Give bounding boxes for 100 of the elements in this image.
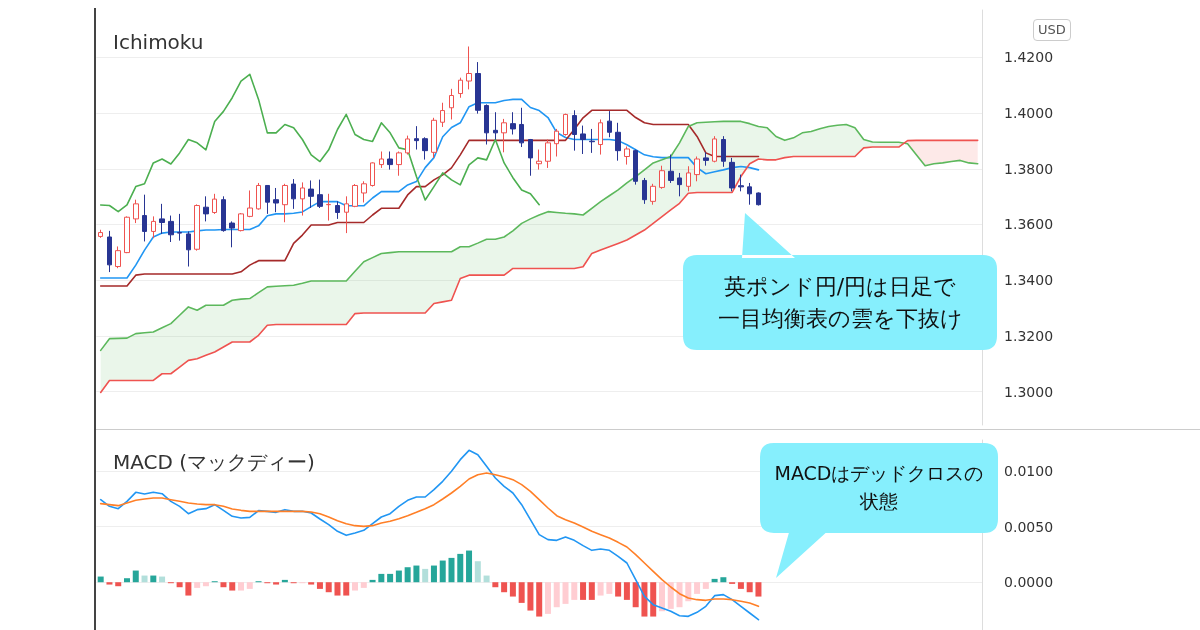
candlestick [273, 187, 279, 213]
bar [115, 582, 122, 587]
bar [378, 573, 385, 583]
candlestick [580, 125, 586, 155]
bar [694, 582, 701, 594]
candlestick [677, 172, 682, 197]
y-tick-label: 1.3800 [1004, 160, 1054, 177]
bar [176, 582, 183, 588]
bar [509, 582, 516, 597]
bar [316, 582, 323, 589]
candlestick [440, 102, 445, 128]
candlestick [414, 125, 419, 151]
y-tick-label: 1.3200 [1004, 327, 1054, 344]
candlestick [615, 122, 621, 162]
candlestick [379, 150, 384, 169]
bar [720, 577, 727, 583]
candlestick [756, 191, 761, 207]
candlestick [326, 193, 331, 222]
candlestick [405, 135, 410, 156]
bar [202, 582, 209, 587]
candlestick [265, 184, 270, 215]
bar [352, 582, 359, 591]
candlestick [572, 109, 577, 152]
y-tick-label: 1.3000 [1004, 383, 1054, 400]
y-tick-label: 1.4200 [1004, 49, 1054, 66]
bar [737, 582, 744, 589]
bar [448, 557, 455, 583]
bar [658, 582, 665, 612]
candlestick [642, 177, 647, 205]
bar [632, 582, 639, 608]
candlestick [308, 179, 314, 209]
bar [395, 570, 402, 583]
bar [746, 582, 753, 593]
bar [615, 582, 622, 597]
candlestick [282, 183, 288, 223]
bar [466, 550, 473, 583]
candlestick [607, 110, 612, 138]
candlestick [694, 156, 700, 182]
candlestick [133, 199, 139, 224]
speech-bubble: 英ポンド円/円は日足で一目均衡表の雲を下抜け [683, 213, 997, 350]
candlestick [703, 151, 709, 167]
candlestick [361, 180, 367, 203]
bar [483, 575, 490, 583]
y-tick-label: 1.3400 [1004, 272, 1054, 289]
candlestick [177, 213, 182, 242]
candlestick [729, 157, 735, 192]
candlestick [151, 215, 156, 239]
bar [430, 565, 437, 583]
candlestick [256, 182, 261, 211]
candlestick [738, 174, 744, 192]
bar [536, 582, 543, 617]
candlestick [238, 212, 244, 232]
candlestick [668, 154, 674, 184]
candlestick [650, 183, 656, 206]
bar [685, 582, 692, 602]
y-tick-label: 0.0100 [1004, 463, 1054, 480]
candlestick [344, 195, 349, 234]
candlestick [686, 165, 691, 192]
bar [439, 560, 446, 583]
bar [474, 561, 481, 583]
text: Ichimoku [113, 30, 204, 54]
line-series [99, 472, 760, 608]
candlestick [633, 149, 638, 186]
bar [325, 582, 332, 593]
candlestick [528, 138, 533, 177]
bar [597, 582, 604, 596]
y-tick-label: 1.4000 [1004, 105, 1054, 122]
candlestick [501, 118, 507, 153]
bar [562, 582, 569, 604]
candlestick [431, 117, 437, 159]
bar [246, 582, 253, 589]
candlestick [598, 118, 603, 156]
annotation: MACDはデッドクロスの状態 [773, 461, 985, 514]
bar [518, 582, 525, 603]
candlestick [458, 77, 463, 99]
bar [387, 573, 394, 583]
bar [650, 582, 657, 617]
text: MACD (マックディー) [113, 450, 315, 474]
candlestick [624, 145, 630, 166]
candlestick [115, 245, 121, 269]
candlestick [247, 189, 253, 218]
y-tick-label: 0.0000 [1004, 574, 1054, 591]
y-tick-label: 0.0050 [1004, 518, 1054, 535]
candlestick [659, 165, 665, 190]
candlestick [300, 181, 305, 217]
candlestick [212, 193, 217, 215]
candlestick [396, 150, 402, 177]
y-tick-label: 1.3600 [1004, 216, 1054, 233]
candlestick [98, 229, 103, 239]
bar [413, 565, 420, 583]
bar [141, 575, 148, 583]
bar [457, 553, 464, 583]
bar [220, 582, 227, 588]
candlestick [186, 230, 191, 268]
bar [702, 582, 709, 589]
bar [623, 582, 630, 600]
candlestick [747, 182, 752, 206]
bar [641, 582, 648, 617]
candlestick [194, 203, 200, 252]
bar [553, 582, 560, 608]
